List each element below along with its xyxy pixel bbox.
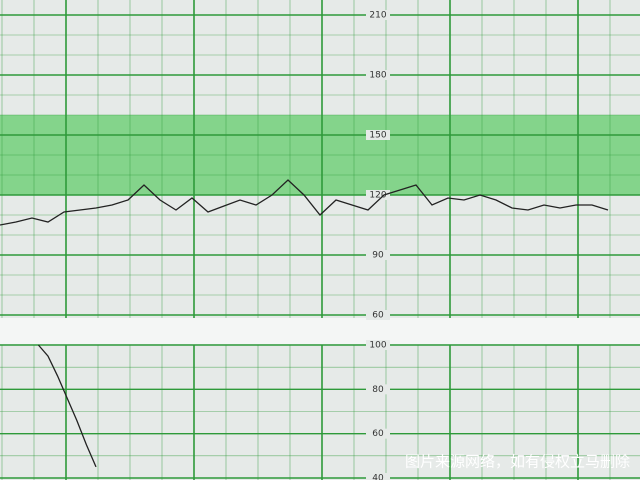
tick-label-bg	[366, 384, 390, 395]
y-tick-label: 60	[372, 311, 384, 321]
y-tick-label: 60	[372, 429, 384, 439]
trace-line	[0, 179, 609, 226]
tick-label-bg	[366, 340, 390, 350]
tick-label-bg	[366, 10, 390, 20]
tick-label-bg	[366, 428, 390, 439]
y-tick-label: 40	[372, 474, 384, 480]
y-tick-label: 80	[372, 385, 384, 395]
y-tick-label: 210	[369, 11, 386, 21]
tick-label-bg	[366, 130, 390, 140]
trace-line	[37, 344, 97, 468]
tick-label-bg	[366, 473, 390, 480]
watermark: 图片来源网络，如有侵权立马删除	[405, 453, 630, 471]
y-tick-label: 120	[369, 191, 386, 201]
tick-label-bg	[366, 70, 390, 80]
panel-gap	[0, 318, 640, 344]
y-tick-label: 90	[372, 251, 384, 261]
y-tick-label: 100	[369, 341, 386, 351]
tick-label-bg	[366, 310, 390, 320]
y-tick-label: 150	[369, 131, 386, 141]
tick-label-bg	[366, 190, 390, 200]
tick-label-bg	[366, 250, 390, 260]
y-tick-label: 180	[369, 71, 386, 81]
